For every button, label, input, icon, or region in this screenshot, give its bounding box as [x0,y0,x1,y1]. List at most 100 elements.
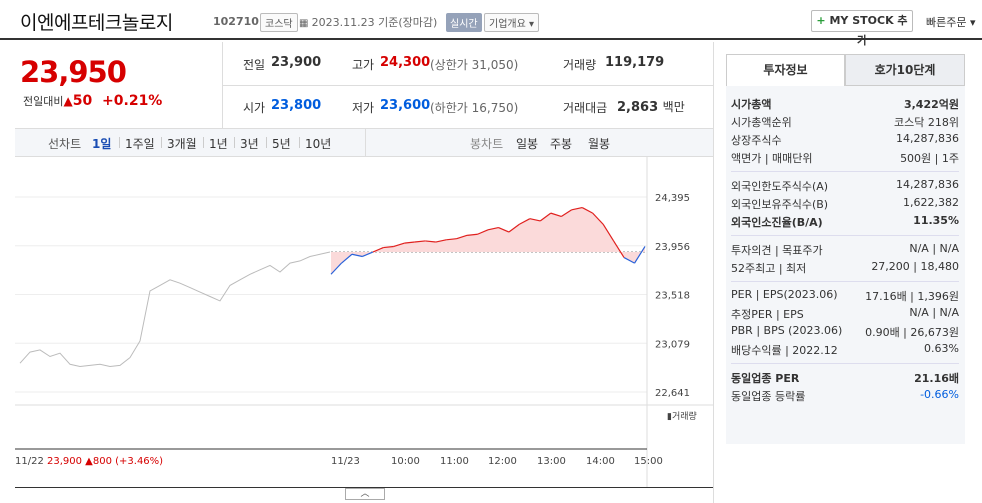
date-label: 2023.11.23 기준(장마감) [311,16,438,29]
info-label: 추정PER | EPS [731,308,804,321]
tab-separator [234,137,235,148]
up-arrow-icon: ▲ [63,94,73,108]
info-row: 시가총액 3,422억원 [731,96,959,114]
line-chart-tabs: 선차트 1일 1주일 3개월 1년 3년 5년 10년 [15,128,365,157]
chevron-up-icon: ︿ [360,489,370,499]
y-tick-label: 24,395 [655,193,690,204]
price-segment [539,212,552,222]
price-segment [529,218,541,222]
x-tick-label: 13:00 [537,456,566,467]
overview-button[interactable]: 기업개요 ▾ [484,13,540,32]
info-value: 3,422억원 [903,98,959,111]
y-tick-label: 23,518 [655,291,690,302]
volume-label: 거래량 [563,58,597,72]
change-value: 50 [72,93,93,109]
price-segment [456,234,468,240]
tab-0[interactable]: 1일 [92,137,112,151]
y-tick-label: 22,641 [655,388,690,399]
info-value: 17.16배 | 1,396원 [865,290,959,303]
footer-price: 23,900 ▲800 (+3.46%) [47,456,163,467]
info-row: 동일업종 PER 21.16배 [731,370,959,388]
price-segment [383,245,394,249]
x-tick-label: 15:00 [634,456,663,467]
tab-1[interactable]: 1주일 [125,137,155,151]
tab-5[interactable]: 5년 [272,137,291,151]
price-segment [446,238,457,241]
tab-orderbook[interactable]: 호가10단계 [845,54,965,86]
info-row: 외국인소진율(B/A) 11.35% [731,214,959,232]
live-badge[interactable]: 실시간 [446,13,482,32]
info-label: 외국인보유주식수(B) [731,198,829,211]
invest-info-body: 시가총액 3,422억원 시가총액순위 코스닥 218위 상장주식수 14,287,836… [726,88,965,444]
y-tick-label: 23,079 [655,339,690,350]
price-segment [330,262,342,275]
price-segment [550,212,562,218]
info-row: 배당수익률 | 2022.12 0.63% [731,342,959,360]
mystock-add-button[interactable]: + MY STOCK 추가 [811,10,913,47]
mystock-label: MY STOCK 추가 [829,14,908,47]
price-segment [498,227,510,233]
chart-tabs-bar [15,128,713,157]
candle-tab-2[interactable]: 월봉 [588,137,611,151]
line-chart-label: 선차트 [48,137,82,151]
info-label: 외국인소진율(B/A) [731,216,823,229]
tab-2[interactable]: 3개월 [167,137,197,151]
info-value: 14,287,836 [896,178,959,191]
expand-handle[interactable]: ︿ [345,488,385,500]
info-value: 11.35% [913,214,959,227]
price-segment [592,212,604,225]
price-segment [435,239,447,243]
open-value: 23,800 [271,98,322,113]
candle-tab-0[interactable]: 일봉 [516,137,539,151]
tab-separator [266,137,267,148]
info-row: 외국인한도주식수(A) 14,287,836 [731,178,959,196]
date-text: ▦ 2023.11.23 기준(장마감) [299,14,437,30]
info-label: 상장주식수 [731,134,782,147]
info-label: 동일업종 PER [731,372,800,385]
tab-4[interactable]: 3년 [240,137,259,151]
price-segment [414,240,426,243]
tab-invest-info[interactable]: 투자정보 [726,54,845,86]
overview-label: 기업개요 [489,19,526,30]
prev-value: 23,900 [271,55,322,70]
price-segment [571,206,583,211]
low-value: 23,600 [380,98,431,113]
divider [731,171,959,172]
info-label: 52주최고 | 최저 [731,262,807,275]
price-segment [467,233,478,236]
stock-code: 102710 [213,15,259,28]
high-label: 고가 [352,58,375,72]
tab-6[interactable]: 10년 [305,137,332,151]
info-label: 시가총액 [731,98,772,111]
low-label: 저가 [352,101,375,115]
quick-order-label: 빠른주문 [926,16,967,29]
price-segment [634,246,646,264]
info-value: 21.16배 [914,372,959,385]
tab-3[interactable]: 1년 [209,137,228,151]
amount-label: 거래대금 [563,101,608,115]
x-tick-label: 10:00 [391,456,420,467]
info-value: 코스닥 218위 [894,116,959,129]
market-badge: 코스닥 [260,13,298,32]
open-label: 시가 [243,101,266,115]
price-segment [362,251,374,258]
amount-number: 2,863 [617,100,659,115]
info-row: 투자의견 | 목표주가 N/A | N/A [731,242,959,260]
y-tick-label: 23,956 [655,242,690,253]
price-segment [508,223,520,233]
info-label: 배당수익률 | 2022.12 [731,344,838,357]
lower-limit: (하한가 16,750) [430,101,519,115]
candle-tab-1[interactable]: 주봉 [550,137,573,151]
price-segment [602,223,615,242]
tab-separator [119,137,120,148]
info-row: 액면가 | 매매단위 500원 | 1주 [731,150,959,168]
info-value: 0.63% [924,342,959,355]
chevron-down-icon: ▾ [969,16,976,29]
quick-order-button[interactable]: 빠른주문 ▾ [926,14,976,30]
tab-separator [161,137,162,148]
price-segment [519,218,531,225]
x-tick-label: 11/23 [331,456,360,467]
info-value: N/A | N/A [909,306,959,319]
divider [731,281,959,282]
info-row: 동일업종 등락률 -0.66% [731,388,959,406]
